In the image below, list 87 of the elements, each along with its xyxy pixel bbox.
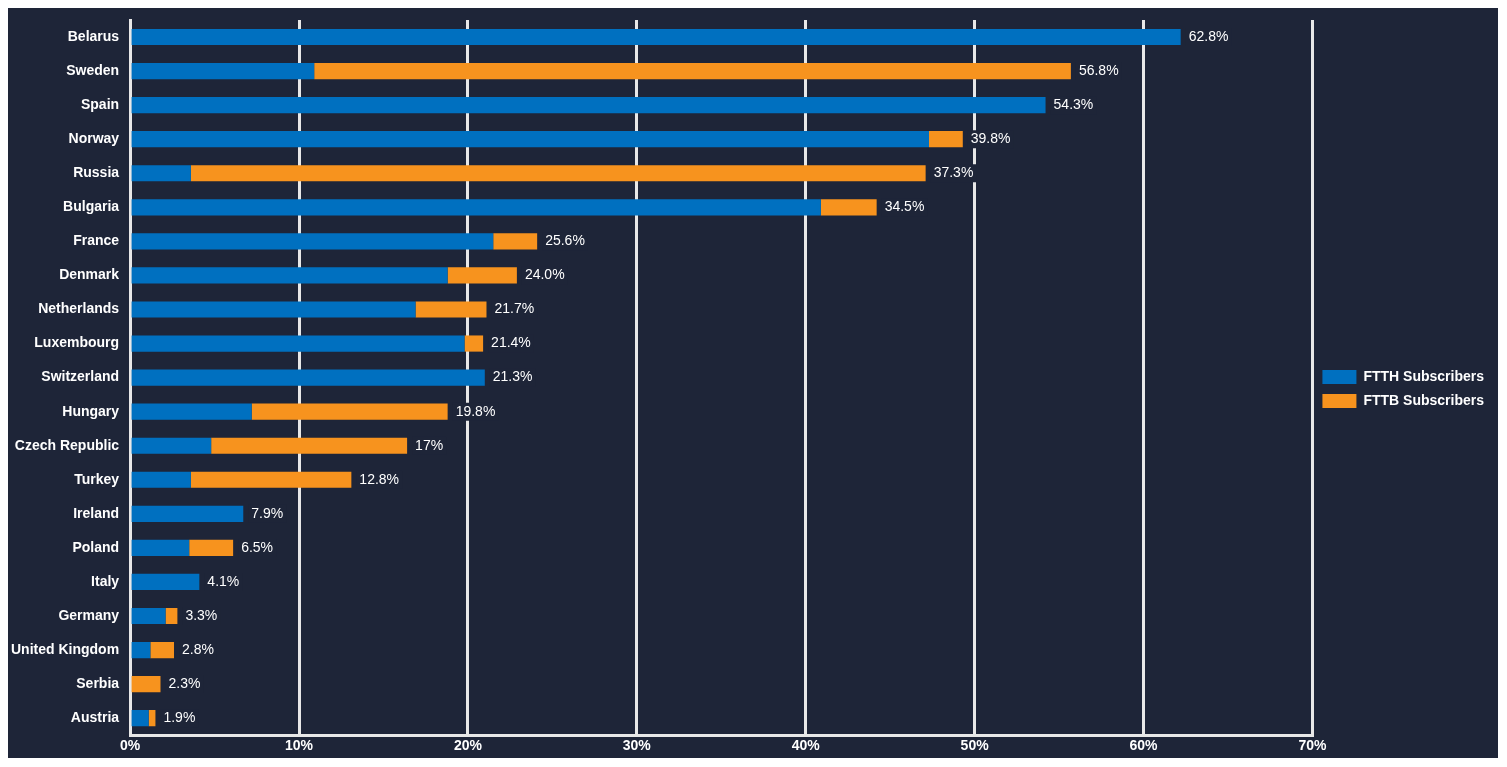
annotation: 34.5% [884, 198, 925, 215]
annotation: 24.0% [524, 266, 565, 283]
bar [211, 437, 408, 454]
annotation: 2.8% [182, 640, 214, 657]
y-tick-label: Austria [70, 709, 120, 726]
bar [131, 676, 161, 693]
y-tick-label: Serbia [76, 674, 120, 691]
y-tick-label: Germany [58, 606, 120, 623]
annotation: 39.8% [970, 130, 1011, 147]
y-tick-label: Netherlands [38, 300, 120, 317]
y-tick-label: Belarus [67, 27, 120, 44]
x-tick-label: 0% [119, 737, 141, 754]
bar [131, 641, 151, 659]
bar [131, 267, 448, 284]
bar [251, 403, 448, 420]
y-tick-label: Bulgaria [63, 198, 120, 215]
y-tick-label: Luxembourg [34, 334, 120, 351]
bar [131, 335, 465, 352]
bar [150, 641, 175, 659]
x-tick-label: 30% [622, 737, 652, 754]
y-tick-label: Russia [73, 164, 120, 181]
annotation: 17% [415, 436, 444, 453]
bar [131, 233, 494, 250]
bar [131, 539, 190, 556]
bar [131, 165, 191, 182]
bar [131, 710, 149, 727]
annotation: 12.8% [359, 470, 400, 487]
y-tick-label: Italy [91, 572, 120, 589]
annotation: 37.3% [933, 164, 974, 181]
y-tick-label: United Kingdom [10, 640, 120, 657]
bar [131, 63, 315, 80]
bar [464, 335, 484, 352]
bar [131, 437, 212, 454]
annotation: 4.1% [207, 572, 240, 589]
bar [314, 63, 1071, 80]
bar [493, 233, 538, 250]
y-tick-label: Hungary [62, 402, 120, 419]
y-tick-label: Norway [68, 130, 120, 147]
y-tick-label: Switzerland [41, 368, 120, 385]
bar [820, 199, 877, 216]
bar [131, 607, 166, 625]
bar [131, 97, 1046, 114]
bar [131, 369, 485, 386]
bar [190, 471, 352, 488]
x-tick-label: 70% [1298, 737, 1327, 754]
y-tick-label: Ireland [73, 504, 120, 521]
bar [131, 573, 200, 591]
annotation: 25.6% [545, 232, 585, 249]
bar [415, 301, 487, 318]
x-tick-label: 50% [960, 737, 990, 754]
y-tick-label: France [73, 232, 120, 249]
x-tick-label: 10% [284, 737, 314, 754]
y-tick-label: Denmark [59, 266, 120, 283]
bar [165, 607, 178, 625]
bar [131, 199, 821, 216]
annotation: 2.3% [168, 674, 201, 691]
y-tick-label: Spain [80, 96, 120, 112]
annotation: 19.8% [455, 402, 496, 419]
annotation: 54.3% [1053, 96, 1094, 112]
annotation: 21.7% [494, 300, 535, 317]
bar [447, 267, 517, 284]
annotation: 3.3% [185, 606, 218, 623]
bar [131, 301, 416, 318]
annotation: 6.5% [241, 538, 274, 555]
annotation: 56.8% [1078, 61, 1119, 78]
legend-label: FTTB Subscribers [1363, 391, 1485, 408]
annotation: 62.8% [1188, 27, 1229, 44]
annotation: 21.3% [492, 368, 533, 385]
bar [189, 539, 234, 556]
bar [131, 471, 191, 488]
x-tick-label: 20% [453, 737, 483, 754]
y-tick-label: Poland [72, 538, 120, 555]
annotation: 1.9% [163, 709, 196, 726]
annotation: 7.9% [251, 504, 284, 521]
bar [131, 403, 252, 420]
y-tick-label: Turkey [74, 470, 120, 487]
x-tick-label: 60% [1129, 737, 1159, 754]
x-tick-label: 40% [791, 737, 821, 754]
bar [131, 505, 244, 522]
y-tick-label: Sweden [66, 61, 120, 78]
y-tick-label: Czech Republic [14, 436, 120, 453]
annotation: 21.4% [491, 334, 531, 351]
legend-label: FTTH Subscribers [1363, 367, 1485, 384]
bar [929, 131, 963, 148]
bar [131, 28, 1181, 46]
bar [131, 131, 930, 148]
bar [190, 165, 926, 182]
